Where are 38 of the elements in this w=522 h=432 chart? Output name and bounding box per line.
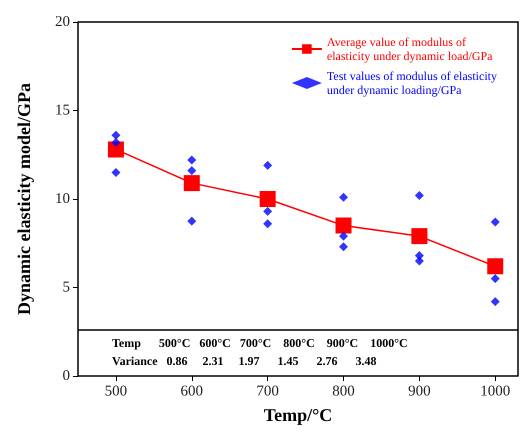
point	[339, 192, 348, 202]
x-tick-label: 500	[104, 384, 128, 400]
y-tick-label: 10	[55, 191, 70, 207]
point	[187, 156, 196, 165]
legend-label: Average value of modulus of elasticity under dynamic load/GPa	[326, 35, 494, 63]
point	[490, 297, 500, 306]
point	[263, 206, 272, 216]
point	[414, 190, 424, 200]
point	[187, 166, 196, 176]
point	[411, 228, 428, 244]
value-table: Temp 500°C 600°C 700°C 800°C 900°C 1000°C Variance 0.86 2.31 1.97 1.45 2.76 3.48	[78, 332, 518, 376]
x-tick-label: 900	[408, 384, 431, 400]
x-axis-title: Temp/°C	[264, 405, 332, 425]
point	[111, 138, 120, 147]
point	[490, 218, 500, 227]
point	[111, 168, 120, 177]
point	[336, 218, 352, 234]
point	[260, 191, 276, 207]
point	[339, 242, 348, 252]
y-tick-label: 20	[55, 14, 70, 30]
point	[187, 216, 196, 226]
point	[339, 232, 348, 241]
point	[487, 258, 504, 274]
point	[263, 160, 272, 170]
legend-label: Test values of modulus of elasticity under dynamic loading/GPa	[326, 69, 498, 97]
x-tick-label: 600	[180, 384, 204, 400]
x-tick-label: 700	[256, 384, 279, 400]
y-tick-label: 5	[62, 280, 70, 296]
point	[184, 175, 200, 192]
point	[263, 219, 272, 228]
y-tick-label: 15	[55, 102, 70, 118]
point	[111, 130, 120, 140]
y-tick-label: 0	[62, 368, 70, 384]
x-tick-label: 800	[332, 384, 355, 400]
point	[414, 256, 424, 266]
point	[490, 274, 500, 284]
y-axis-title: Dynamic elasticity model/GPa	[14, 83, 34, 315]
x-tick-label: 1000	[480, 384, 510, 400]
